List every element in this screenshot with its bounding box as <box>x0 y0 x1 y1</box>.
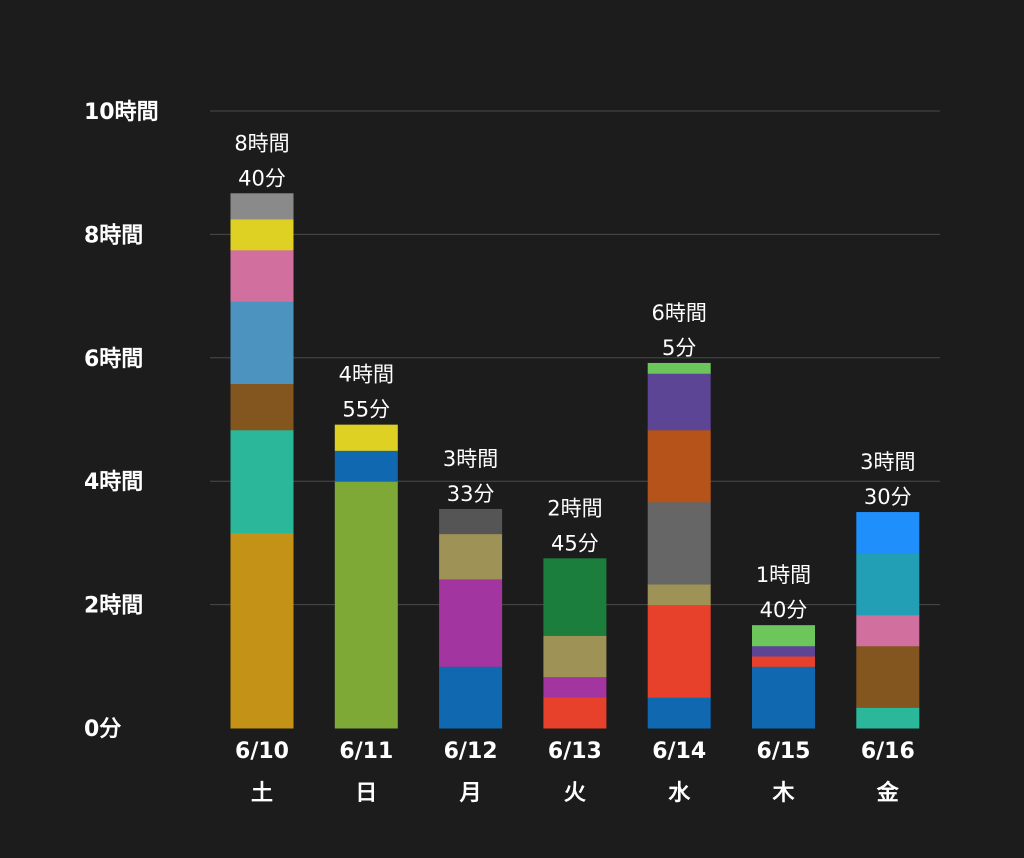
y-axis: 0分 2時間 4時間 6時間 8時間 10時間 <box>84 100 159 742</box>
bar-segment <box>647 362 711 374</box>
bar-segment <box>752 645 815 657</box>
x-tick-date: 6/10 <box>235 739 289 764</box>
bar-segment <box>647 604 711 698</box>
bar-segment <box>439 666 503 729</box>
bar-stack <box>334 424 398 729</box>
bar-stack <box>543 558 607 729</box>
x-tick-weekday: 金 <box>876 780 900 806</box>
bar-segment <box>856 707 920 729</box>
bar-segment <box>230 301 294 385</box>
bar-segment <box>647 584 711 606</box>
bar-total-hours-label: 4時間 <box>339 363 394 387</box>
x-tick-date: 6/15 <box>757 739 811 764</box>
x-tick-date: 6/13 <box>548 739 602 764</box>
bar-stack <box>752 625 815 729</box>
bar-segment <box>334 481 398 729</box>
x-tick-weekday: 火 <box>564 781 586 806</box>
x-tick-weekday: 日 <box>355 781 377 806</box>
bar-total-hours-label: 3時間 <box>860 450 915 474</box>
bar-segment <box>647 697 711 729</box>
x-tick-date: 6/16 <box>861 739 915 764</box>
bar-stack <box>230 193 294 729</box>
bar-total-minutes-label: 40分 <box>238 166 286 190</box>
bar-total-minutes-label: 5分 <box>662 336 696 360</box>
x-axis: 6/10 土 6/11 日 6/12 月 6/13 火 6/14 水 6/15 木 6/16 金 <box>235 739 915 806</box>
bar-stack <box>856 512 920 729</box>
bar-total-minutes-label: 55分 <box>342 398 390 422</box>
x-tick-weekday: 木 <box>771 781 795 806</box>
x-tick-date: 6/11 <box>339 739 393 764</box>
y-tick-label: 10時間 <box>84 100 159 125</box>
bar-stack <box>647 362 711 729</box>
bar-segment <box>439 533 503 580</box>
bar-segment <box>543 697 607 729</box>
gridlines <box>210 110 940 606</box>
bar-segment <box>856 553 920 616</box>
bar-segment <box>230 532 294 729</box>
bar-total-hours-label: 2時間 <box>547 496 602 520</box>
y-tick-label: 8時間 <box>84 223 143 248</box>
x-tick-weekday: 水 <box>668 781 691 806</box>
y-tick-label: 4時間 <box>84 470 143 495</box>
y-tick-label: 6時間 <box>84 347 143 372</box>
bar-segment <box>230 383 294 431</box>
bar-segment <box>647 501 711 585</box>
bar-segment <box>230 193 294 220</box>
bar-segment <box>543 676 607 698</box>
bar-segment <box>752 625 815 647</box>
bar-segment <box>856 645 920 708</box>
bar-segment <box>439 508 503 535</box>
bars <box>230 193 920 729</box>
bar-segment <box>752 656 815 667</box>
bar-segment <box>647 373 711 431</box>
bar-segment <box>752 666 815 729</box>
bar-segment <box>334 424 398 451</box>
bar-segment <box>856 512 920 554</box>
x-tick-date: 6/12 <box>444 739 498 764</box>
bar-total-minutes-label: 40分 <box>760 598 808 622</box>
x-tick-date: 6/14 <box>652 739 706 764</box>
bar-stack <box>439 508 503 729</box>
y-tick-label: 0分 <box>84 717 121 742</box>
bar-segment <box>856 614 920 647</box>
bar-segment <box>230 218 294 251</box>
bar-total-hours-label: 6時間 <box>652 301 707 325</box>
bar-segment <box>230 249 294 302</box>
x-tick-weekday: 月 <box>459 781 482 806</box>
bar-total-minutes-label: 33分 <box>447 482 495 506</box>
bar-total-hours-label: 8時間 <box>234 131 289 155</box>
bar-segment <box>439 578 503 667</box>
bar-segment <box>230 429 294 534</box>
bar-total-labels: 8時間 40分 4時間 55分 3時間 33分 2時間 45分 6時間 5分 1時間 40分 3時間 30… <box>234 131 915 622</box>
bar-total-hours-label: 1時間 <box>756 563 811 587</box>
bar-segment <box>543 558 607 636</box>
bar-total-minutes-label: 30分 <box>864 485 912 509</box>
y-tick-label: 2時間 <box>84 594 143 619</box>
bar-segment <box>647 429 711 503</box>
bar-total-minutes-label: 45分 <box>551 531 599 555</box>
bar-segment <box>334 450 398 482</box>
bar-total-hours-label: 3時間 <box>443 447 498 471</box>
x-tick-weekday: 土 <box>251 781 273 806</box>
bar-segment <box>543 635 607 678</box>
